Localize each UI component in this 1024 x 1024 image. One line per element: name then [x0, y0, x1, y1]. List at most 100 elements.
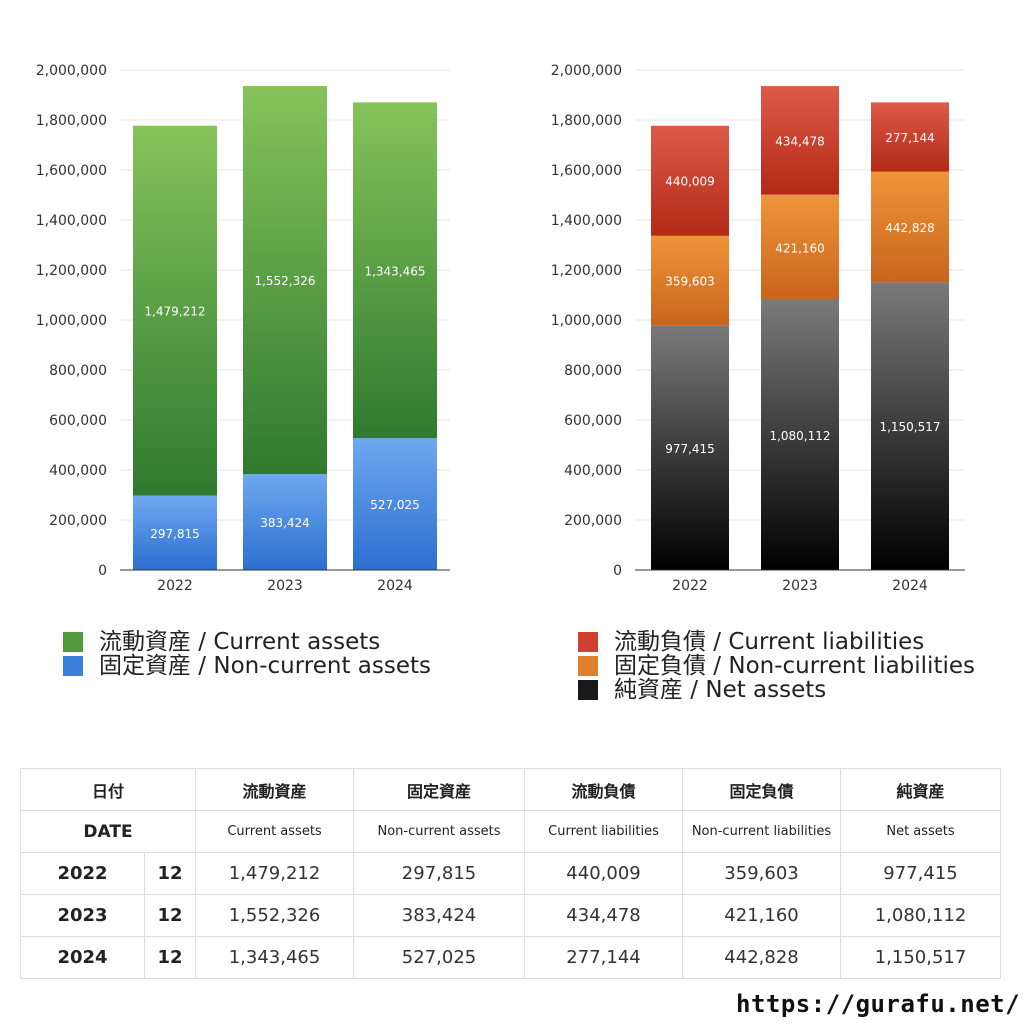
legend-item-current-liabilities: 流動負債 / Current liabilities — [578, 630, 975, 654]
row-month: 12 — [143, 936, 197, 979]
y-tick-label: 400,000 — [49, 463, 107, 479]
site-url[interactable]: https://gurafu.net/ — [736, 990, 1021, 1018]
header-date-en: DATE — [19, 810, 197, 853]
legend-swatch-non-current-assets — [63, 656, 83, 676]
x-tick-label: 2023 — [267, 578, 303, 594]
row-year: 2022 — [20, 852, 145, 895]
bar-segment — [871, 282, 949, 570]
header-non-current-assets-ja: 固定資産 — [353, 768, 526, 811]
cell-net-assets: 1,150,517 — [840, 936, 1002, 979]
legend-label-net-assets: 純資産 / Net assets — [614, 677, 827, 703]
header-current-liabilities-en: Current liabilities — [524, 810, 684, 853]
legend-item-non-current-assets: 固定資産 / Non-current assets — [63, 654, 431, 678]
cell-current-assets: 1,343,465 — [195, 936, 355, 979]
y-tick-label: 1,200,000 — [551, 263, 622, 279]
x-tick-label: 2022 — [157, 578, 193, 594]
liabilities-legend: 流動負債 / Current liabilities 固定負債 / Non-cu… — [578, 630, 975, 702]
legend-label-non-current-liabilities: 固定負債 / Non-current liabilities — [614, 653, 975, 679]
cell-non-current-liabilities: 421,160 — [682, 894, 842, 937]
data-label: 421,160 — [775, 241, 825, 255]
y-tick-label: 1,200,000 — [36, 263, 107, 279]
bar-segment — [353, 102, 437, 439]
cell-current-liabilities: 440,009 — [524, 852, 684, 895]
y-tick-label: 200,000 — [564, 513, 622, 529]
header-non-current-assets-en: Non-current assets — [353, 810, 526, 853]
header-current-assets-en: Current assets — [195, 810, 355, 853]
bar-segment — [651, 125, 729, 236]
y-tick-label: 600,000 — [49, 413, 107, 429]
legend-item-non-current-liabilities: 固定負債 / Non-current liabilities — [578, 654, 975, 678]
header-non-current-liabilities-ja: 固定負債 — [682, 768, 842, 811]
bar-segment — [133, 125, 217, 496]
data-label: 277,144 — [885, 131, 935, 145]
bar-segment — [651, 235, 729, 326]
bar-segment — [761, 86, 839, 195]
x-tick-label: 2024 — [892, 578, 928, 594]
bar-segment — [871, 102, 949, 172]
table-row: 2023 12 1,552,326 383,424 434,478 421,16… — [20, 894, 1002, 937]
data-label: 1,150,517 — [879, 420, 940, 434]
data-label: 1,343,465 — [364, 264, 425, 278]
legend-swatch-current-assets — [63, 632, 83, 652]
y-tick-label: 0 — [98, 563, 107, 579]
assets-chart: 0 200,000 400,000 600,000 800,000 1,000,000 1,… — [36, 63, 450, 594]
legend-item-current-assets: 流動資産 / Current assets — [63, 630, 431, 654]
row-month: 12 — [143, 894, 197, 937]
cell-non-current-liabilities: 442,828 — [682, 936, 842, 979]
cell-non-current-assets: 383,424 — [353, 894, 526, 937]
x-tick-label: 2024 — [377, 578, 413, 594]
y-tick-label: 800,000 — [49, 363, 107, 379]
header-current-liabilities-ja: 流動負債 — [524, 768, 684, 811]
cell-current-assets: 1,479,212 — [195, 852, 355, 895]
data-label: 1,479,212 — [144, 305, 205, 319]
data-label: 977,415 — [665, 442, 715, 456]
data-label: 527,025 — [370, 498, 420, 512]
y-tick-label: 400,000 — [564, 463, 622, 479]
data-label: 383,424 — [260, 516, 310, 530]
x-tick-label: 2023 — [782, 578, 818, 594]
row-year: 2023 — [20, 894, 145, 937]
data-label: 1,552,326 — [254, 274, 315, 288]
header-net-assets-ja: 純資産 — [840, 768, 1002, 811]
y-tick-label: 1,600,000 — [36, 163, 107, 179]
y-tick-label: 1,000,000 — [551, 313, 622, 329]
y-tick-label: 1,600,000 — [551, 163, 622, 179]
y-tick-label: 2,000,000 — [36, 63, 107, 79]
bar-segment — [651, 325, 729, 570]
cell-net-assets: 977,415 — [840, 852, 1002, 895]
table-header-row-en: DATE Current assets Non-current assets C… — [19, 810, 1002, 853]
data-label: 442,828 — [885, 221, 935, 235]
cell-non-current-assets: 527,025 — [353, 936, 526, 979]
y-tick-label: 1,400,000 — [36, 213, 107, 229]
cell-non-current-assets: 297,815 — [353, 852, 526, 895]
y-tick-label: 1,800,000 — [36, 113, 107, 129]
cell-net-assets: 1,080,112 — [840, 894, 1002, 937]
legend-item-net-assets: 純資産 / Net assets — [578, 678, 975, 702]
data-label: 440,009 — [665, 175, 715, 189]
assets-legend: 流動資産 / Current assets 固定資産 / Non-current… — [63, 630, 431, 678]
bar-segment — [243, 86, 327, 475]
bar-segment — [761, 194, 839, 300]
bar-segment — [761, 299, 839, 570]
cell-current-liabilities: 434,478 — [524, 894, 684, 937]
bar-segment — [353, 438, 437, 570]
y-tick-label: 1,800,000 — [551, 113, 622, 129]
table-row: 2022 12 1,479,212 297,815 440,009 359,60… — [20, 852, 1002, 895]
table-row: 2024 12 1,343,465 527,025 277,144 442,82… — [20, 936, 1002, 979]
legend-swatch-non-current-liabilities — [578, 656, 598, 676]
row-year: 2024 — [20, 936, 145, 979]
legend-label-non-current-assets: 固定資産 / Non-current assets — [99, 653, 432, 679]
x-tick-label: 2022 — [672, 578, 708, 594]
header-date-ja: 日付 — [19, 768, 197, 811]
bar-segment — [133, 495, 217, 570]
legend-swatch-current-liabilities — [578, 632, 598, 652]
data-label: 297,815 — [150, 527, 200, 541]
y-tick-label: 200,000 — [49, 513, 107, 529]
liabilities-chart: 0 200,000 400,000 600,000 800,000 1,000,000 1,… — [551, 63, 965, 594]
legend-label-current-liabilities: 流動負債 / Current liabilities — [614, 629, 925, 655]
cell-current-assets: 1,552,326 — [195, 894, 355, 937]
header-current-assets-ja: 流動資産 — [195, 768, 355, 811]
y-tick-label: 1,400,000 — [551, 213, 622, 229]
data-label: 1,080,112 — [769, 429, 830, 443]
y-tick-label: 1,000,000 — [36, 313, 107, 329]
